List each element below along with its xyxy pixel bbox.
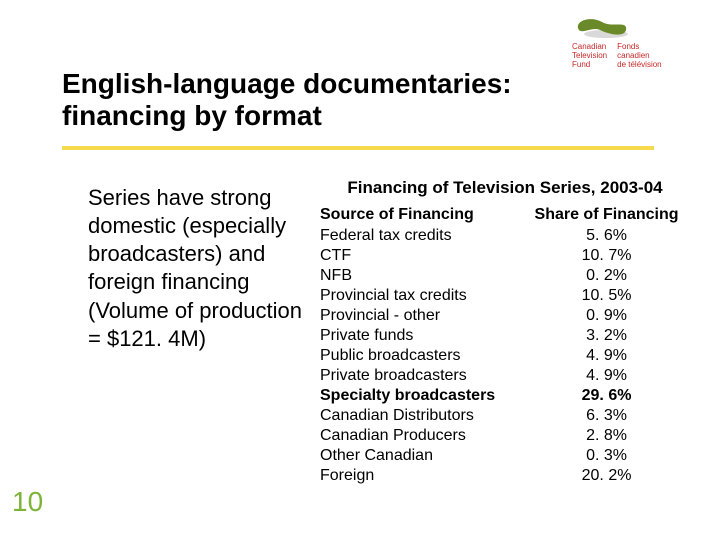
row-value: 6. 3% (523, 406, 690, 426)
row-label: Federal tax credits (320, 226, 523, 246)
row-value: 10. 5% (523, 286, 690, 306)
col-header-share: Share of Financing (523, 206, 690, 226)
row-label: Canadian Producers (320, 426, 523, 446)
row-value: 20. 2% (523, 466, 690, 486)
row-value: 2. 8% (523, 426, 690, 446)
table-row: Provincial - other0. 9% (320, 306, 690, 326)
row-label: Public broadcasters (320, 346, 523, 366)
table-row: Private funds3. 2% (320, 326, 690, 346)
row-label: Private broadcasters (320, 366, 523, 386)
row-label: Other Canadian (320, 446, 523, 466)
logo-fr-line1: Fonds (617, 42, 661, 51)
row-value: 0. 2% (523, 266, 690, 286)
slide-title-block: English-language documentaries: financin… (62, 68, 680, 132)
table-row: Specialty broadcasters29. 6% (320, 386, 690, 406)
table-row: Canadian Distributors6. 3% (320, 406, 690, 426)
page-number: 10 (12, 486, 43, 518)
table-row: Federal tax credits5. 6% (320, 226, 690, 246)
table-row: Other Canadian0. 3% (320, 446, 690, 466)
row-label: Private funds (320, 326, 523, 346)
table-row: Public broadcasters4. 9% (320, 346, 690, 366)
logo-fr-line2: canadien (617, 51, 661, 60)
row-value: 5. 6% (523, 226, 690, 246)
slide-title-line2: financing by format (62, 100, 680, 132)
bean-icon (572, 14, 632, 40)
logo-en-line2: Television (572, 51, 607, 60)
row-value: 4. 9% (523, 346, 690, 366)
row-label: Canadian Distributors (320, 406, 523, 426)
table-row: Private broadcasters4. 9% (320, 366, 690, 386)
logo-en-line1: Canadian (572, 42, 607, 51)
brand-logo: Canadian Television Fund Fonds canadien … (572, 14, 692, 66)
row-value: 0. 9% (523, 306, 690, 326)
row-value: 3. 2% (523, 326, 690, 346)
row-label: Provincial - other (320, 306, 523, 326)
row-label: Specialty broadcasters (320, 386, 523, 406)
financing-table-title: Financing of Television Series, 2003-04 (320, 178, 690, 198)
title-underline (62, 146, 654, 150)
row-value: 10. 7% (523, 246, 690, 266)
row-value: 4. 9% (523, 366, 690, 386)
row-label: NFB (320, 266, 523, 286)
row-label: Provincial tax credits (320, 286, 523, 306)
financing-table: Source of Financing Share of Financing F… (320, 206, 690, 486)
row-value: 0. 3% (523, 446, 690, 466)
row-value: 29. 6% (523, 386, 690, 406)
row-label: Foreign (320, 466, 523, 486)
financing-table-wrap: Financing of Television Series, 2003-04 … (320, 178, 690, 486)
table-row: Canadian Producers2. 8% (320, 426, 690, 446)
table-row: Foreign20. 2% (320, 466, 690, 486)
logo-text: Canadian Television Fund Fonds canadien … (572, 42, 692, 69)
col-header-source: Source of Financing (320, 206, 523, 226)
body-paragraph: Series have strong domestic (especially … (88, 184, 304, 353)
table-row: Provincial tax credits10. 5% (320, 286, 690, 306)
table-row: CTF10. 7% (320, 246, 690, 266)
table-row: NFB0. 2% (320, 266, 690, 286)
slide-title-line1: English-language documentaries: (62, 68, 680, 100)
row-label: CTF (320, 246, 523, 266)
